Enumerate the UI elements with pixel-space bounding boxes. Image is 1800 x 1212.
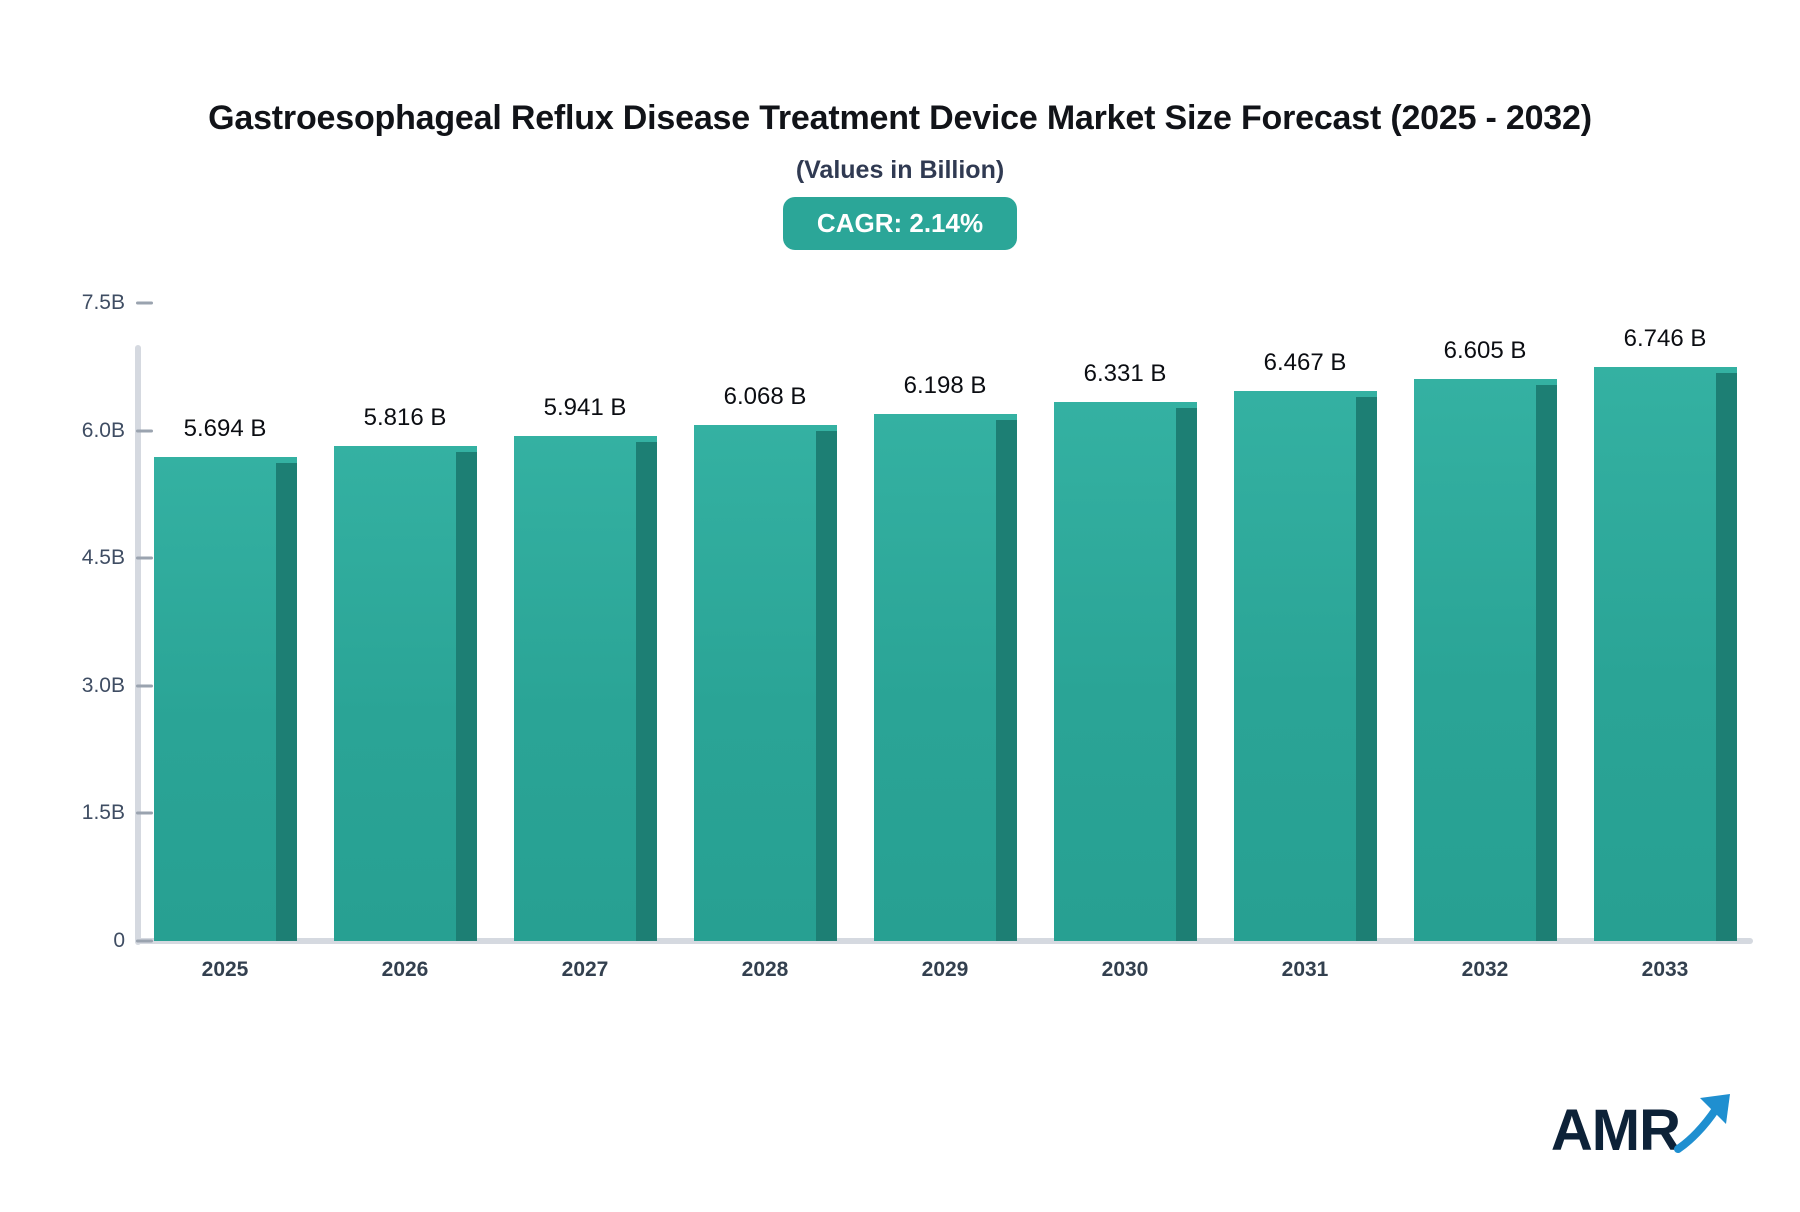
bar[interactable] (1413, 379, 1557, 941)
x-axis-tick-label: 2031 (1281, 958, 1329, 981)
bar-column[interactable]: 6.068 B (693, 330, 837, 941)
x-axis-line (135, 938, 1753, 944)
bar-column[interactable]: 5.694 B (153, 330, 297, 941)
x-axis-tick-label: 2033 (1641, 958, 1689, 981)
bar[interactable] (513, 435, 657, 941)
bar-series: 5.694 B 5.816 B 5.941 B 6.068 B 6.198 B 6.331… (135, 325, 1755, 941)
y-axis-tick-label: 6.0B (81, 418, 125, 442)
bar-shadow-side (1535, 385, 1557, 941)
bar-value-label: 6.746 B (1623, 325, 1707, 353)
bar-value-label: 5.694 B (183, 414, 267, 442)
y-axis-tick-mark (136, 939, 153, 943)
y-axis-tick-mark (136, 684, 153, 688)
bar-column[interactable]: 6.467 B (1233, 330, 1377, 941)
y-axis-tick-label: 4.5B (81, 546, 125, 570)
bar-column[interactable]: 5.816 B (333, 330, 477, 941)
chart-subtitle: (Values in Billion) (795, 156, 1005, 185)
bar[interactable] (873, 413, 1017, 941)
bar-shadow-side (635, 441, 657, 941)
growth-arrow-icon (1674, 1091, 1740, 1158)
x-axis-tick-label: 2027 (561, 958, 609, 981)
bar-column[interactable]: 6.331 B (1053, 330, 1197, 941)
cagr-badge: CAGR: 2.14% (782, 197, 1018, 251)
bar[interactable] (693, 424, 837, 941)
bar-shadow-side (275, 462, 297, 941)
bar-shadow-side (995, 419, 1017, 941)
bar-shadow-side (1175, 408, 1197, 941)
y-axis-tick-mark (136, 556, 153, 560)
bar-column[interactable]: 6.198 B (873, 330, 1017, 941)
bar-value-label: 6.467 B (1263, 348, 1347, 376)
bar-value-label: 6.068 B (723, 382, 807, 410)
bar-value-label: 5.941 B (543, 393, 627, 421)
bar[interactable] (1053, 402, 1197, 941)
x-axis-tick-label: 2032 (1461, 958, 1509, 981)
bar-value-label: 6.605 B (1443, 337, 1527, 365)
bar-shadow-side (815, 430, 837, 941)
bar[interactable] (1593, 367, 1737, 941)
y-axis-tick-label: 3.0B (81, 673, 125, 697)
bar[interactable] (1233, 390, 1377, 941)
x-axis-tick-label: 2030 (1101, 958, 1149, 981)
logo-text: AMR (1550, 1098, 1681, 1163)
x-axis-tick-label: 2028 (741, 958, 789, 981)
bar-value-label: 5.816 B (363, 404, 447, 432)
x-axis-tick-label: 2025 (201, 958, 249, 981)
y-axis-line (135, 345, 141, 945)
bar-column[interactable]: 5.941 B (513, 330, 657, 941)
x-axis-tick-label: 2026 (381, 958, 429, 981)
y-axis-tick-label: 1.5B (81, 801, 125, 825)
y-axis-tick-label: 7.5B (81, 291, 125, 314)
bar-shadow-side (1715, 373, 1737, 941)
bar-column[interactable]: 6.746 B (1593, 325, 1737, 941)
cagr-badge-wrap: CAGR: 2.14% (0, 197, 1800, 251)
x-axis-tick-label: 2029 (921, 958, 969, 981)
bar-shadow-side (455, 452, 477, 941)
y-axis-tick-label: 0 (113, 929, 125, 952)
bar[interactable] (153, 456, 297, 941)
bar-shadow-side (1355, 396, 1377, 941)
y-axis-tick-mark (136, 301, 153, 305)
y-axis-tick-mark (136, 429, 153, 433)
amr-logo: AMR (1551, 1091, 1740, 1160)
bar-value-label: 6.331 B (1083, 360, 1167, 388)
bar-column[interactable]: 6.605 B (1413, 330, 1557, 941)
chart-header: Gastroesophageal Reflux Disease Treatmen… (0, 96, 1800, 251)
page-title: Gastroesophageal Reflux Disease Treatmen… (208, 99, 1592, 137)
bar[interactable] (333, 446, 477, 941)
bar-value-label: 6.198 B (903, 371, 987, 399)
y-axis-tick-mark (136, 811, 153, 815)
